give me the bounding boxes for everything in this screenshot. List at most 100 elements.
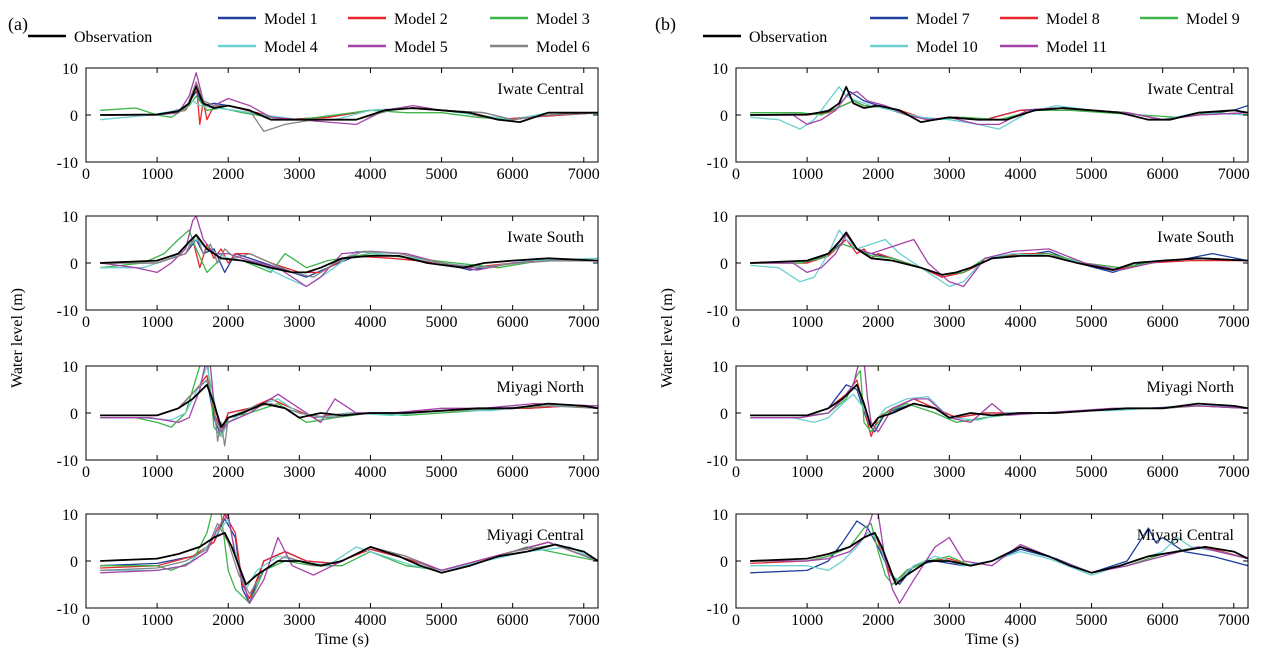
x-tick-label: 0: [732, 612, 740, 629]
panel-label: (a): [8, 14, 28, 35]
x-tick-label: 0: [82, 166, 90, 183]
legend-entry: Model 8: [1000, 11, 1100, 28]
station-title: Iwate South: [1157, 229, 1234, 246]
x-tick-label: 3000: [933, 166, 965, 183]
series-group: [100, 216, 598, 288]
series-line: [750, 531, 1248, 586]
x-tick-label: 6000: [497, 166, 529, 183]
series-line: [750, 366, 1248, 433]
subplot: 0 1000 2000 3000 4000 5000 6000 7000-10010Miyag…: [57, 359, 600, 481]
station-title: Iwate Central: [1147, 81, 1234, 98]
series-line: [100, 366, 598, 438]
x-tick-label: 5000: [426, 166, 458, 183]
x-tick-label: 5000: [426, 464, 458, 481]
series-line: [100, 81, 598, 133]
legend-label: Model 2: [394, 11, 448, 28]
x-tick-label: 4000: [1004, 612, 1036, 629]
y-tick-label: 10: [712, 359, 728, 376]
series-line: [100, 366, 598, 438]
x-tick-label: 2000: [862, 612, 894, 629]
x-tick-label: 4000: [354, 166, 386, 183]
legend-entry: Observation: [703, 29, 827, 46]
legend-label: Model 8: [1046, 11, 1100, 28]
x-tick-label: 7000: [568, 464, 600, 481]
series-line: [100, 100, 598, 121]
series-line: [100, 234, 598, 278]
legend-entry: Observation: [28, 29, 152, 46]
legend-label: Model 11: [1046, 39, 1107, 56]
series-line: [750, 100, 1248, 121]
legend-label: Model 1: [264, 11, 318, 28]
x-tick-label: 0: [732, 314, 740, 331]
station-title: Miyagi North: [1146, 379, 1234, 396]
x-tick-label: 6000: [1147, 612, 1179, 629]
subplot: 0 1000 2000 3000 4000 5000 6000 7000-10010Iwate…: [707, 61, 1250, 183]
series-group: [750, 85, 1248, 130]
legend-label: Model 9: [1186, 11, 1240, 28]
legend-entry: Model 7: [870, 11, 970, 28]
x-tick-label: 2000: [862, 166, 894, 183]
x-tick-label: 7000: [568, 314, 600, 331]
subplot: 0 1000 2000 3000 4000 5000 6000 7000-10010Iwate…: [707, 209, 1250, 331]
y-tick-label: 10: [712, 209, 728, 226]
legend-label: Model 7: [916, 11, 970, 28]
x-tick-label: 6000: [1147, 314, 1179, 331]
series-line: [100, 366, 598, 433]
series-line: [750, 85, 1248, 123]
legend-entry: Model 2: [348, 11, 448, 28]
x-axis-label: Time (s): [965, 631, 1019, 648]
legend-entry: Model 6: [490, 39, 590, 56]
y-tick-label: 10: [62, 507, 78, 524]
legend-entry: Model 3: [490, 11, 590, 28]
series-group: [100, 72, 598, 133]
legend-label: Model 5: [394, 39, 448, 56]
series-group: [100, 366, 598, 447]
subplot: 0 1000 2000 3000 4000 5000 6000 7000-10010Miyag…: [707, 507, 1250, 648]
x-tick-label: 6000: [1147, 166, 1179, 183]
x-tick-label: 3000: [283, 464, 315, 481]
series-group: [750, 229, 1248, 288]
series-line: [750, 383, 1248, 429]
x-tick-label: 4000: [1004, 166, 1036, 183]
y-tick-label: -10: [707, 601, 728, 618]
x-tick-label: 3000: [283, 166, 315, 183]
x-tick-label: 7000: [1218, 166, 1250, 183]
y-tick-label: 10: [62, 359, 78, 376]
y-tick-label: 0: [720, 108, 728, 125]
x-tick-label: 0: [732, 464, 740, 481]
x-tick-label: 2000: [212, 464, 244, 481]
station-title: Iwate South: [507, 229, 584, 246]
x-tick-label: 6000: [497, 314, 529, 331]
x-tick-label: 6000: [497, 464, 529, 481]
x-tick-label: 3000: [283, 314, 315, 331]
legend-entry: Model 4: [218, 39, 318, 56]
x-tick-label: 1000: [141, 464, 173, 481]
y-tick-label: -10: [57, 155, 78, 172]
y-tick-label: -10: [57, 303, 78, 320]
series-group: [750, 366, 1248, 438]
series-line: [100, 85, 598, 123]
subplot: 0 1000 2000 3000 4000 5000 6000 7000-10010Iwate…: [57, 209, 600, 331]
y-axis-label: Water level (m): [9, 288, 26, 388]
x-tick-label: 2000: [212, 612, 244, 629]
y-tick-label: 10: [712, 61, 728, 78]
subplot: 0 1000 2000 3000 4000 5000 6000 7000-10010Miyag…: [707, 359, 1250, 481]
legend-entry: Model 1: [218, 11, 318, 28]
panel-b: (b) Observation Model 7 Model 8 Model 9 Model…: [655, 11, 1240, 388]
legend-label: Model 3: [536, 11, 590, 28]
y-tick-label: 10: [62, 209, 78, 226]
panel-label: (b): [655, 14, 676, 35]
x-tick-label: 0: [82, 464, 90, 481]
legend-label: Model 6: [536, 39, 590, 56]
y-tick-label: 10: [712, 507, 728, 524]
x-tick-label: 7000: [568, 612, 600, 629]
station-title: Miyagi North: [496, 379, 584, 396]
series-line: [750, 234, 1248, 288]
series-line: [100, 514, 598, 604]
y-tick-label: 10: [62, 61, 78, 78]
x-tick-label: 2000: [212, 314, 244, 331]
x-tick-label: 6000: [497, 612, 529, 629]
x-tick-label: 1000: [791, 464, 823, 481]
series-line: [750, 231, 1248, 276]
